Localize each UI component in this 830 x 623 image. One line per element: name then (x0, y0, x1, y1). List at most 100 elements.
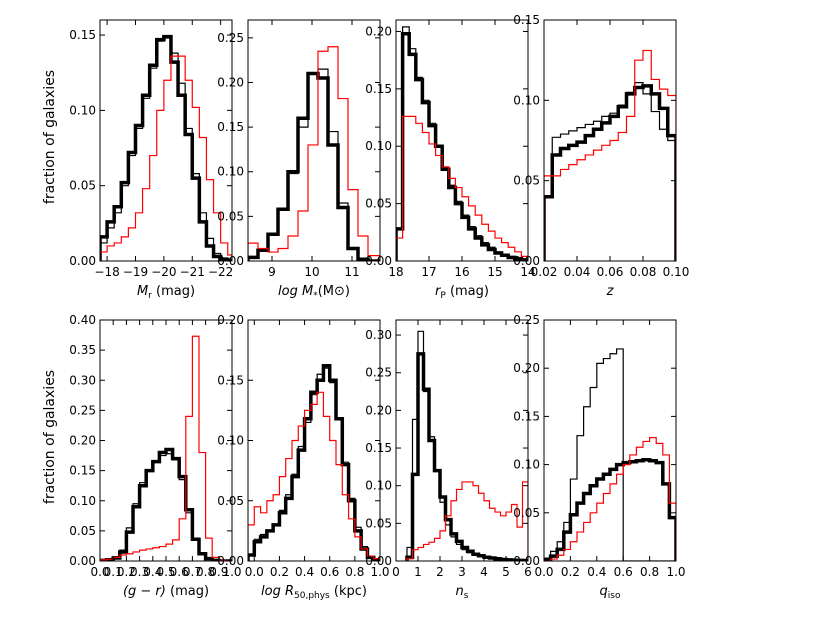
x-tick-label: 0.0 (90, 565, 109, 579)
ylabel-top: fraction of galaxies (42, 70, 58, 204)
x-tick-label: 0.6 (170, 565, 189, 579)
y-tick-label: 0.15 (69, 28, 96, 42)
x-tick-label: 4 (480, 565, 488, 579)
series-red-8 (544, 437, 676, 561)
x-tick-label: 2 (436, 565, 444, 579)
y-tick-label: 0.15 (217, 120, 244, 134)
plot-frame (543, 319, 677, 562)
y-tick-label: 0.00 (365, 554, 392, 568)
y-tick-label: 0.35 (69, 343, 96, 357)
x-tick-label: 0.4 (295, 565, 314, 579)
series-thin-4 (544, 82, 676, 261)
x-tick-label: 0.9 (209, 565, 228, 579)
y-tick-label: 0.00 (365, 254, 392, 268)
y-tick-label: 0.00 (513, 554, 540, 568)
series-red-1 (100, 55, 232, 261)
x-tick-label: 0 (392, 565, 400, 579)
y-tick-label: 0.10 (69, 494, 96, 508)
x-tick-label: 3 (458, 565, 466, 579)
y-tick-label: 0.10 (365, 139, 392, 153)
y-tick-label: 0.05 (365, 516, 392, 530)
chart-panel-4: 0.02 0.04 0.06 0.08 0.10 0.00 0.05 0.10 0.15 z (513, 13, 689, 299)
x-tick-label: 18 (388, 265, 403, 279)
y-tick-label: 0.10 (513, 93, 540, 107)
series-group (248, 364, 380, 561)
y-tick-label: 0.20 (365, 403, 392, 417)
x-tick-label: −20 (151, 265, 176, 279)
x-tick-label: 0.7 (183, 565, 202, 579)
x-tick-label: 0.06 (597, 265, 624, 279)
x-tick-label: 0.8 (345, 565, 364, 579)
y-tick-label: 0.25 (365, 366, 392, 380)
x-tick-label: 0.02 (531, 265, 558, 279)
y-tick-label: 0.05 (217, 209, 244, 223)
ylabel-bottom: fraction of galaxies (42, 370, 58, 504)
y-tick-label: 0.30 (365, 328, 392, 342)
series-red-4 (544, 49, 676, 261)
y-tick-label: 0.05 (217, 494, 244, 508)
y-tick-label: 0.00 (217, 254, 244, 268)
x-axis-label: (g − r) (mag) (123, 584, 209, 599)
series-group (396, 26, 528, 261)
y-tick-label: 0.20 (69, 434, 96, 448)
chart-panel-5: 0.00.10.20.30.40.50.60.70.80.91.00.000.0… (69, 313, 241, 599)
series-red-7 (406, 481, 528, 561)
series-group (544, 348, 676, 561)
x-tick-label: 0.8 (196, 565, 215, 579)
y-tick-label: 0.15 (69, 464, 96, 478)
x-axis-label: log R50,phys (kpc) (261, 584, 367, 601)
series-group (100, 34, 232, 261)
x-tick-label: −21 (180, 265, 205, 279)
chart-panel-2: 9 10 11 0.00 0.05 0.10 0.15 0.20 0.25 log M*(M⊙) (217, 19, 381, 301)
series-thick-7 (405, 352, 528, 561)
y-tick-label: 0.25 (513, 313, 540, 327)
chart-panel-7: 0 1 2 3 4 5 6 0.00 0.05 0.10 0.15 0.20 0.25 0.30 ns (365, 319, 532, 601)
x-tick-label: 0.10 (663, 265, 690, 279)
x-tick-label: 11 (344, 265, 359, 279)
x-tick-label: 0.2 (561, 565, 580, 579)
x-tick-label: 0.3 (130, 565, 149, 579)
x-axis-label: log M*(M⊙) (278, 284, 350, 301)
y-tick-label: 0.15 (513, 409, 540, 423)
chart-panel-3: 18 17 16 15 14 0.00 0.05 0.10 0.15 0.20 rP (mag) (365, 19, 536, 301)
y-tick-label: 0.10 (365, 479, 392, 493)
chart-panel-1: −18 −19 −20 −21 −22 0.00 0.05 0.10 0.15 Mr (mag) (69, 19, 233, 301)
x-axis-label: Mr (mag) (137, 284, 195, 301)
series-thin-1 (100, 37, 232, 261)
series-red-2 (248, 46, 380, 261)
y-tick-label: 0.20 (513, 361, 540, 375)
x-tick-label: 6 (524, 565, 532, 579)
y-tick-label: 0.40 (69, 313, 96, 327)
x-tick-label: 0.1 (104, 565, 123, 579)
series-group (248, 46, 380, 261)
chart-panel-8: 0.0 0.2 0.4 0.6 0.8 1.0 0.00 0.05 0.10 0.15 0.20 0.… (513, 313, 685, 601)
x-tick-label: 0.8 (640, 565, 659, 579)
x-tick-label: 0.0 (534, 565, 553, 579)
x-tick-label: 9 (268, 265, 276, 279)
y-tick-label: 0.30 (69, 373, 96, 387)
x-tick-label: 1.0 (370, 565, 389, 579)
y-tick-label: 0.20 (365, 24, 392, 38)
y-tick-label: 0.10 (513, 458, 540, 472)
x-tick-label: 0.08 (630, 265, 657, 279)
x-tick-label: 1.0 (222, 565, 241, 579)
x-tick-label: 15 (487, 265, 502, 279)
y-tick-label: 0.05 (513, 174, 540, 188)
y-tick-label: 0.05 (69, 524, 96, 538)
series-thin-8 (544, 348, 676, 561)
x-tick-label: 10 (304, 265, 319, 279)
x-tick-label: −18 (94, 265, 119, 279)
y-tick-label: 0.20 (217, 313, 244, 327)
plot-frame (247, 19, 381, 262)
x-tick-label: −22 (208, 265, 233, 279)
x-tick-label: 17 (421, 265, 436, 279)
x-axis-label: z (606, 284, 615, 299)
x-tick-label: 1.0 (666, 565, 685, 579)
y-tick-label: 0.00 (69, 554, 96, 568)
x-tick-label: 0.4 (143, 565, 162, 579)
x-tick-label: 16 (454, 265, 469, 279)
series-red-5 (100, 335, 232, 561)
x-tick-label: 0.6 (320, 565, 339, 579)
x-axis-label: ns (456, 584, 469, 601)
